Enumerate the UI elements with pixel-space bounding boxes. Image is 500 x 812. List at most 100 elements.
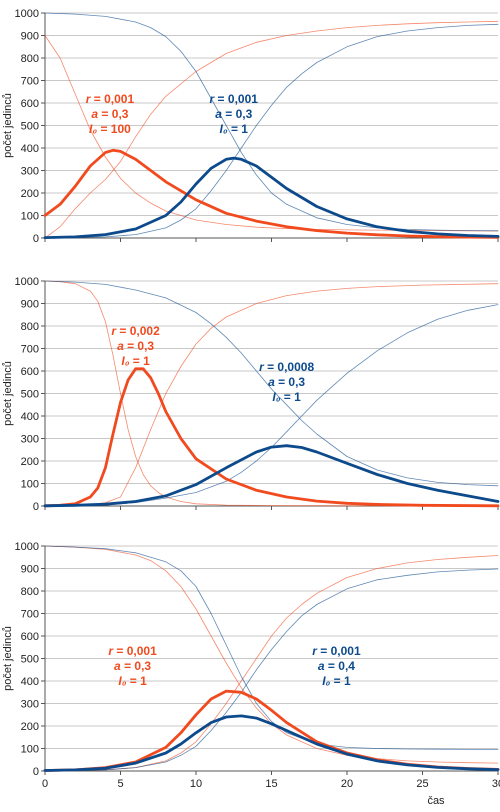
annotation-value: = 0,001 (214, 92, 258, 106)
annotation-value: = 1 (228, 122, 249, 136)
ytick-label: 200 (21, 188, 39, 200)
annotation-value: = 0,0008 (264, 360, 315, 374)
series-line-3 (44, 555, 499, 772)
chart-panel-3: 0 100 200 300 400 500 600 700 800 900 1000 0 5 10 15 20… (2, 541, 500, 807)
annotation-value: = 1 (330, 674, 351, 688)
annotation-value: = 100 (97, 122, 131, 136)
ytick-label: 700 (21, 76, 39, 88)
annotation-value: = 0,3 (124, 339, 155, 353)
ytick-label: 0 (33, 501, 39, 513)
ytick-label: 600 (21, 98, 39, 110)
series-line-1 (43, 148, 500, 239)
ytick-label: 600 (21, 366, 39, 378)
xtick-label: 25 (416, 778, 428, 790)
series-line-2 (44, 280, 499, 507)
annotation-symbol: I₀ (118, 674, 126, 688)
ytick-label: 300 (21, 699, 39, 711)
ytick-label: 800 (21, 586, 39, 598)
annotation-symbol: I₀ (272, 390, 280, 404)
series-line-6 (44, 568, 499, 772)
annotation-1: r = 0,002 a = 0,3 I₀ = 1 (111, 324, 160, 368)
annotation-symbol: r (108, 644, 114, 658)
series-line-2 (44, 545, 499, 764)
ytick-label: 200 (21, 456, 39, 468)
annotation-symbol: a (91, 107, 98, 121)
xtick-label: 30 (492, 778, 500, 790)
annotation-value: = 0,3 (222, 107, 253, 121)
chart-panel-1: 0 100 200 300 400 500 600 700 800 900 1000 počet je… (2, 8, 500, 245)
series-line-6 (44, 23, 499, 239)
annotation-symbol: a (114, 659, 121, 673)
ytick-label: 100 (21, 744, 39, 756)
annotation-1: r = 0,001 a = 0,3 I₀ = 100 (86, 92, 135, 136)
series-line-3 (44, 283, 499, 507)
ytick-label: 100 (21, 211, 39, 223)
annotation-symbol: r (312, 644, 318, 658)
series-line-4 (43, 444, 500, 508)
ytick-label: 800 (21, 321, 39, 333)
annotation-value: = 0,3 (121, 659, 152, 673)
annotation-value: = 0,4 (325, 659, 356, 673)
xtick-label: 20 (341, 778, 353, 790)
ytick-label: 700 (21, 344, 39, 356)
annotation-symbol: a (117, 339, 124, 353)
annotation-value: = 0,3 (98, 107, 129, 121)
annotation-symbol: a (318, 659, 325, 673)
annotation-symbol: I₀ (322, 674, 330, 688)
series-line-5 (44, 545, 499, 750)
chart-panel-2: 0 100 200 300 400 500 600 700 800 900 1000 počet je… (2, 276, 500, 513)
annotation-2: r = 0,001 a = 0,3 I₀ = 1 (210, 92, 259, 136)
annotation-value: = 0,001 (317, 644, 361, 658)
series-line-4 (43, 714, 500, 772)
ytick-label: 300 (21, 166, 39, 178)
annotation-value: = 1 (280, 390, 301, 404)
annotation-value: = 0,002 (116, 324, 160, 338)
ytick-label: 1000 (15, 8, 39, 20)
annotation-symbol: a (268, 375, 275, 389)
annotation-symbol: a (215, 107, 222, 121)
ytick-label: 900 (21, 31, 39, 43)
ytick-label: 400 (21, 676, 39, 688)
annotation-symbol: r (210, 92, 216, 106)
ytick-label: 900 (21, 299, 39, 311)
x-axis-title: čas (427, 795, 445, 807)
annotation-symbol: r (111, 324, 117, 338)
ytick-label: 600 (21, 631, 39, 643)
annotation-value: = 0,001 (113, 644, 157, 658)
annotation-value: = 0,3 (275, 375, 306, 389)
ytick-label: 400 (21, 411, 39, 423)
annotation-1: r = 0,001 a = 0,3 I₀ = 1 (108, 644, 157, 688)
ytick-label: 800 (21, 53, 39, 65)
annotation-symbol: I₀ (89, 122, 97, 136)
xtick-label: 15 (265, 778, 277, 790)
series-line-1 (43, 367, 500, 508)
annotation-symbol: r (86, 92, 92, 106)
ytick-label: 0 (33, 766, 39, 778)
ytick-label: 0 (33, 233, 39, 245)
y-axis-title: počet jedinců (2, 361, 14, 426)
series-line-3 (44, 20, 499, 239)
annotation-symbol: I₀ (121, 354, 129, 368)
xtick-label: 5 (117, 778, 123, 790)
annotation-2: r = 0,001 a = 0,4 I₀ = 1 (312, 644, 361, 688)
annotation-value: = 0,001 (90, 92, 134, 106)
series-line-6 (44, 304, 499, 507)
annotation-value: = 1 (129, 354, 150, 368)
annotation-value: = 1 (126, 674, 147, 688)
annotation-symbol: r (259, 360, 265, 374)
ytick-label: 1000 (15, 541, 39, 553)
annotation-symbol: I₀ (220, 122, 228, 136)
ytick-label: 500 (21, 654, 39, 666)
ytick-label: 500 (21, 121, 39, 133)
ytick-label: 400 (21, 143, 39, 155)
ytick-label: 700 (21, 609, 39, 621)
ytick-label: 900 (21, 564, 39, 576)
ytick-label: 500 (21, 389, 39, 401)
annotation-2: r = 0,0008 a = 0,3 I₀ = 1 (259, 360, 314, 404)
series-line-5 (44, 280, 499, 487)
ytick-label: 200 (21, 721, 39, 733)
xtick-label: 10 (190, 778, 202, 790)
y-axis-title: počet jedinců (2, 626, 14, 691)
xtick-label: 0 (42, 778, 48, 790)
